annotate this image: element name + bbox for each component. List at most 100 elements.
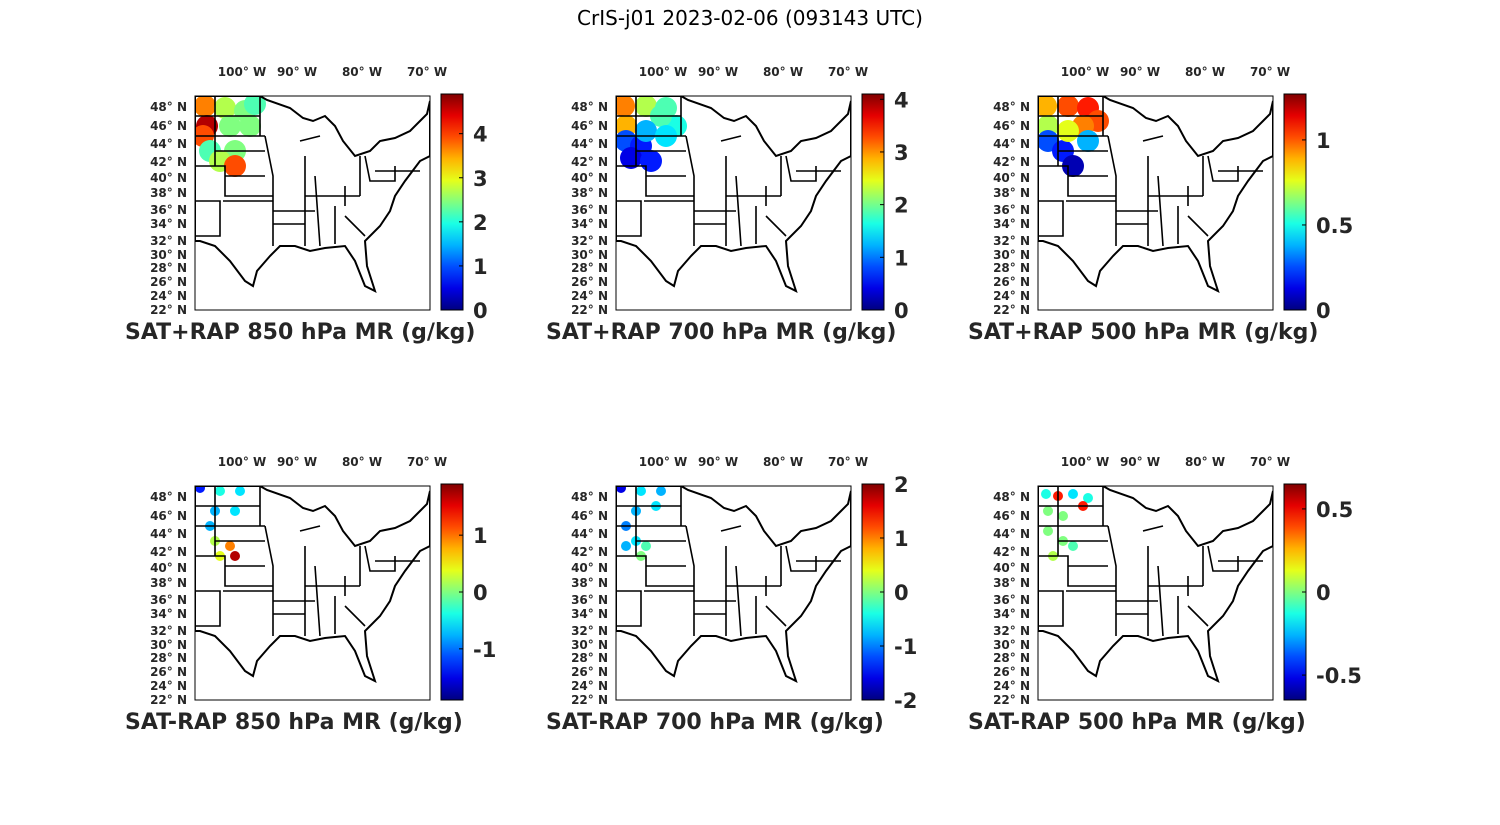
colorbar-tick-label: 2 (473, 211, 488, 235)
lon-tick-label: 100° W (1061, 65, 1109, 79)
lon-tick-label: 100° W (639, 65, 687, 79)
lon-tick-label: 100° W (1061, 455, 1109, 469)
data-point (1068, 489, 1078, 499)
colorbar-tick-label: 3 (894, 141, 909, 165)
state-borders (616, 96, 841, 247)
map-panel: 100° W 90° W 80° W 70° W 48° N 46° N 44° N 42° … (968, 56, 1353, 356)
lat-tick-label: 42° N (571, 155, 608, 169)
state-borders (1038, 486, 1263, 637)
lat-tick-label: 38° N (150, 576, 187, 590)
lat-tick-label: 36° N (571, 593, 608, 607)
lat-tick-label: 28° N (571, 651, 608, 665)
lat-tick-label: 22° N (993, 693, 1030, 707)
lat-tick-label: 40° N (993, 561, 1030, 575)
colorbar-tick-label: 1 (473, 524, 488, 548)
lon-tick-label: 90° W (698, 455, 738, 469)
map-panel: 100° W 90° W 80° W 70° W 48° N 46° N 44° N 42° … (546, 446, 917, 746)
map-plot: 100° W 90° W 80° W 70° W 48° N 46° N 44° N 42° … (993, 455, 1362, 707)
data-point (239, 115, 261, 137)
colorbar-tick-label: -1 (473, 638, 496, 662)
colorbar (440, 93, 464, 311)
lat-tick-label: 26° N (150, 275, 187, 289)
lat-tick-label: 48° N (993, 100, 1030, 114)
lon-tick-label: 100° W (218, 455, 266, 469)
lat-tick-label: 24° N (993, 289, 1030, 303)
lat-tick-label: 38° N (150, 186, 187, 200)
lat-tick-label: 34° N (150, 217, 187, 231)
coastline (1038, 486, 1273, 683)
lat-tick-label: 26° N (993, 665, 1030, 679)
lon-tick-label: 80° W (342, 455, 382, 469)
panel-title: SAT-RAP 700 hPa MR (g/kg) (546, 710, 884, 735)
coastline (195, 96, 430, 293)
lat-tick-label: 48° N (993, 490, 1030, 504)
lat-tick-label: 32° N (993, 624, 1030, 638)
panel-title: SAT+RAP 850 hPa MR (g/kg) (125, 320, 476, 345)
lat-tick-label: 44° N (150, 527, 187, 541)
data-point (635, 120, 657, 142)
lat-tick-label: 30° N (150, 248, 187, 262)
lat-tick-label: 34° N (150, 607, 187, 621)
map-plot: 100° W 90° W 80° W 70° W 48° N 46° N 44° N 42° … (150, 65, 488, 323)
lon-tick-label: 70° W (828, 65, 868, 79)
lon-tick-label: 90° W (1120, 65, 1160, 79)
colorbar (861, 93, 885, 311)
lat-tick-label: 24° N (993, 679, 1030, 693)
lon-tick-label: 80° W (342, 65, 382, 79)
map-panel: 100° W 90° W 80° W 70° W 48° N 46° N 44° N 42° … (546, 56, 909, 356)
panel-title: SAT-RAP 500 hPa MR (g/kg) (968, 710, 1306, 735)
colorbar-tick-label: 0.5 (1316, 498, 1353, 522)
lon-tick-label: 90° W (277, 65, 317, 79)
map-frame (1037, 485, 1274, 701)
data-point (1068, 541, 1078, 551)
lat-tick-label: 32° N (571, 624, 608, 638)
data-point (1083, 493, 1093, 503)
lat-tick-label: 48° N (571, 490, 608, 504)
data-point (195, 486, 205, 493)
colorbar-tick-label: 0 (1316, 299, 1331, 323)
lat-tick-label: 28° N (150, 651, 187, 665)
lat-tick-label: 46° N (571, 509, 608, 523)
colorbar-tick-label: 1 (473, 255, 488, 279)
lat-tick-label: 34° N (571, 217, 608, 231)
map-panel: 100° W 90° W 80° W 70° W 48° N 46° N 44° N 42° … (968, 446, 1362, 746)
lat-tick-label: 32° N (993, 234, 1030, 248)
lat-tick-label: 44° N (993, 137, 1030, 151)
lat-tick-label: 40° N (571, 561, 608, 575)
lat-tick-label: 36° N (150, 203, 187, 217)
lat-tick-label: 38° N (993, 186, 1030, 200)
colorbar (1283, 93, 1307, 311)
map-panel: 100° W 90° W 80° W 70° W 48° N 46° N 44° N 42° … (125, 446, 496, 746)
colorbar-tick-label: 0 (894, 299, 909, 323)
data-point (214, 97, 236, 119)
lon-tick-label: 70° W (1250, 65, 1290, 79)
lon-tick-label: 100° W (218, 65, 266, 79)
lon-tick-label: 90° W (1120, 455, 1160, 469)
lat-tick-label: 40° N (571, 171, 608, 185)
coastline (616, 486, 851, 683)
lat-tick-label: 44° N (571, 137, 608, 151)
map-background (1038, 486, 1273, 700)
lon-tick-label: 70° W (407, 455, 447, 469)
lon-tick-label: 80° W (763, 455, 803, 469)
lat-tick-label: 30° N (993, 638, 1030, 652)
data-point (1058, 511, 1068, 521)
colorbar-tick-label: 2 (894, 473, 909, 497)
colorbar-tick-label: 3 (473, 167, 488, 191)
colorbar-tick-label: 1 (1316, 129, 1331, 153)
data-point (641, 541, 651, 551)
lat-tick-label: 22° N (571, 303, 608, 317)
lat-tick-label: 48° N (150, 100, 187, 114)
lat-tick-label: 46° N (993, 509, 1030, 523)
lat-tick-label: 46° N (150, 509, 187, 523)
colorbar-tick-label: 0.5 (1316, 214, 1353, 238)
lat-tick-label: 26° N (571, 665, 608, 679)
lat-tick-label: 30° N (571, 248, 608, 262)
map-plot: 100° W 90° W 80° W 70° W 48° N 46° N 44° N 42° … (571, 65, 909, 323)
lat-tick-label: 36° N (571, 203, 608, 217)
state-borders (1038, 96, 1263, 247)
lat-tick-label: 32° N (571, 234, 608, 248)
coastline (616, 96, 851, 293)
data-point (215, 486, 225, 496)
lat-tick-label: 30° N (571, 638, 608, 652)
